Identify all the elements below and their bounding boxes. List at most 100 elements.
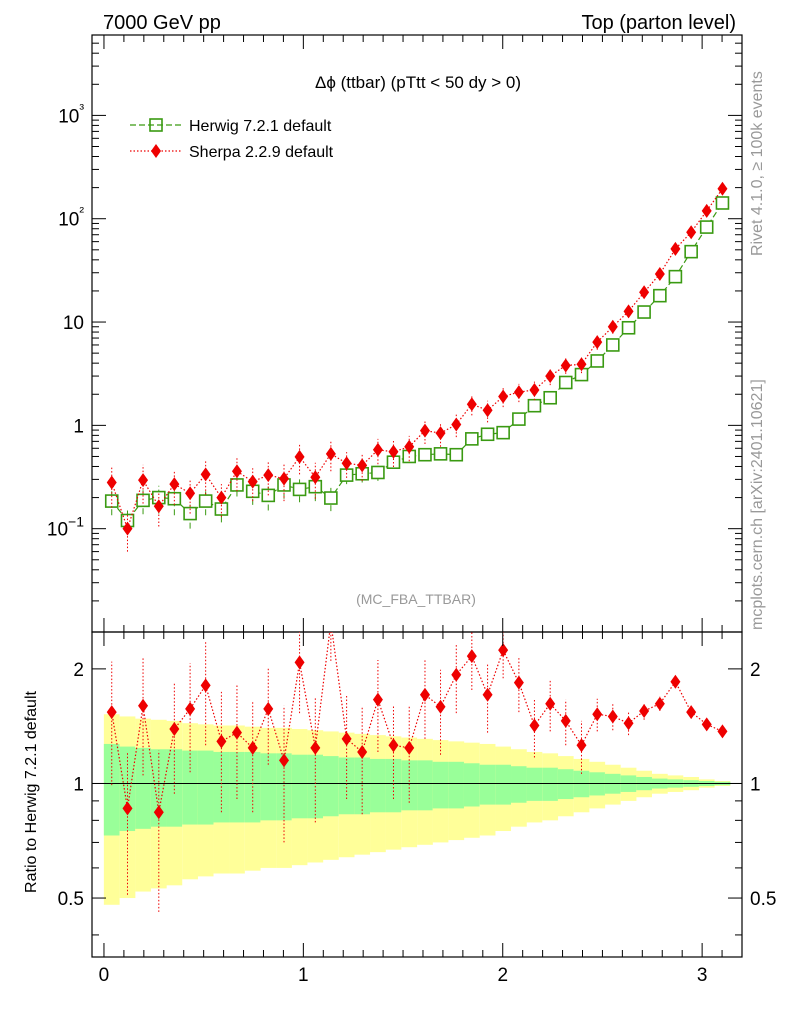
sherpa-series-point <box>529 382 540 397</box>
sherpa-series-point <box>294 449 305 464</box>
sherpa-series-point <box>498 389 509 404</box>
y-tick-label: 10−1 <box>47 514 84 541</box>
sherpa-series-point <box>435 426 446 441</box>
y-tick-label: 10 <box>63 313 84 334</box>
sherpa-series-point <box>106 475 117 490</box>
band-inner <box>103 743 120 836</box>
band-inner <box>276 753 292 821</box>
sherpa-ratio-point <box>639 704 650 719</box>
band-inner <box>432 761 449 809</box>
herwig-series-point <box>668 269 683 284</box>
sherpa-ratio-point <box>529 718 540 733</box>
sherpa-series-point <box>263 468 274 483</box>
sherpa-series-point <box>623 304 634 319</box>
herwig-series-line <box>111 202 723 522</box>
x-tick-label: 2 <box>497 965 508 986</box>
band-inner <box>135 747 151 829</box>
x-tick-label: 1 <box>298 965 309 986</box>
sherpa-series-point <box>576 357 587 372</box>
sherpa-series-point <box>686 225 697 240</box>
sherpa-ratio-point <box>326 615 336 629</box>
herwig-series-point <box>699 220 714 234</box>
band-inner <box>322 756 339 817</box>
sherpa-series-point <box>560 358 571 373</box>
sherpa-series-point <box>341 456 352 471</box>
sherpa-series-point <box>545 369 556 384</box>
band-inner <box>511 766 527 803</box>
sherpa-series-point <box>466 397 477 412</box>
herwig-series-point <box>465 432 479 446</box>
herwig-series-point <box>480 427 495 442</box>
sherpa-ratio-point <box>279 753 290 768</box>
sherpa-ratio-point <box>717 724 728 739</box>
sherpa-ratio-point <box>169 722 180 737</box>
sherpa-series-point <box>169 477 180 492</box>
sherpa-series <box>106 181 728 552</box>
sherpa-ratio-point <box>404 740 415 755</box>
herwig-series-point <box>167 491 182 506</box>
sherpa-series-point <box>670 241 681 256</box>
herwig-series-point <box>324 491 338 505</box>
ratio-ylabel: Ratio to Herwig 7.2.1 default <box>23 691 40 893</box>
ratio-y-tick-label-right: 1 <box>750 774 761 795</box>
sherpa-ratio-point <box>560 713 571 728</box>
herwig-series-point <box>637 305 651 319</box>
band-inner <box>401 760 418 811</box>
sherpa-series-point <box>200 467 211 482</box>
main-y-axis: 10−1 1 10 10² 10³ <box>47 34 742 633</box>
herwig-series-point <box>527 398 542 413</box>
sherpa-series-point <box>122 521 133 536</box>
sherpa-series-point <box>231 464 242 479</box>
band-inner <box>417 760 433 811</box>
sherpa-series-point <box>138 473 149 488</box>
sherpa-ratio-point <box>466 649 477 664</box>
herwig-series-point <box>136 493 150 508</box>
herwig-series-point <box>198 494 213 508</box>
band-inner <box>448 761 465 809</box>
sherpa-ratio-point <box>357 744 368 759</box>
sherpa-ratio-point <box>106 705 117 720</box>
herwig-series-point <box>292 482 307 497</box>
ratio-y-tick-label: 1 <box>73 774 84 795</box>
sherpa-ratio-point <box>122 801 133 816</box>
sherpa-series-point <box>279 471 290 486</box>
ratio-y-axis: 0.5 0.5 1 1 2 2 <box>58 660 776 936</box>
herwig-series-point <box>590 354 605 368</box>
band-inner <box>526 767 543 801</box>
sherpa-ratio-point <box>482 687 493 702</box>
sherpa-ratio-point <box>654 696 665 711</box>
ratio-y-tick-label: 2 <box>73 660 84 681</box>
band-inner <box>463 763 480 807</box>
band-inner <box>197 750 214 825</box>
sherpa-series-point <box>654 266 665 281</box>
sherpa-series-point <box>310 470 321 485</box>
mcplots-label: mcplots.cern.ch [arXiv:2401.10621] <box>749 379 766 630</box>
sherpa-series-point <box>372 442 383 457</box>
ratio-y-tick-label-right: 0.5 <box>750 889 776 910</box>
sherpa-ratio-point <box>498 643 509 658</box>
ratio-panel: 0.5 0.5 1 1 2 2 <box>58 615 776 958</box>
sherpa-series-point <box>216 490 227 505</box>
x-tick-label: 0 <box>99 965 110 986</box>
legend-herwig-label: Herwig 7.2.1 default <box>189 118 332 135</box>
herwig-series-point <box>496 425 510 440</box>
sherpa-series-point <box>639 285 650 300</box>
band-inner <box>557 769 574 800</box>
sherpa-series-point <box>607 319 618 334</box>
sherpa-ratio <box>106 615 728 912</box>
band-inner <box>338 757 355 815</box>
y-tick-label: 1 <box>73 416 84 437</box>
sherpa-ratio-point <box>623 716 634 731</box>
x-axis: 0 1 2 3 <box>99 35 743 986</box>
herwig-series-point <box>433 447 448 461</box>
sherpa-ratio-point <box>294 655 305 670</box>
sherpa-ratio-point <box>545 696 556 711</box>
sherpa-ratio-point <box>138 698 149 713</box>
sherpa-ratio-point <box>419 687 430 702</box>
herwig-series-point <box>543 390 557 405</box>
sherpa-ratio-point <box>200 678 211 693</box>
herwig-series-point <box>684 244 698 259</box>
sherpa-ratio-point <box>686 705 697 720</box>
legend-herwig-marker <box>149 118 163 132</box>
